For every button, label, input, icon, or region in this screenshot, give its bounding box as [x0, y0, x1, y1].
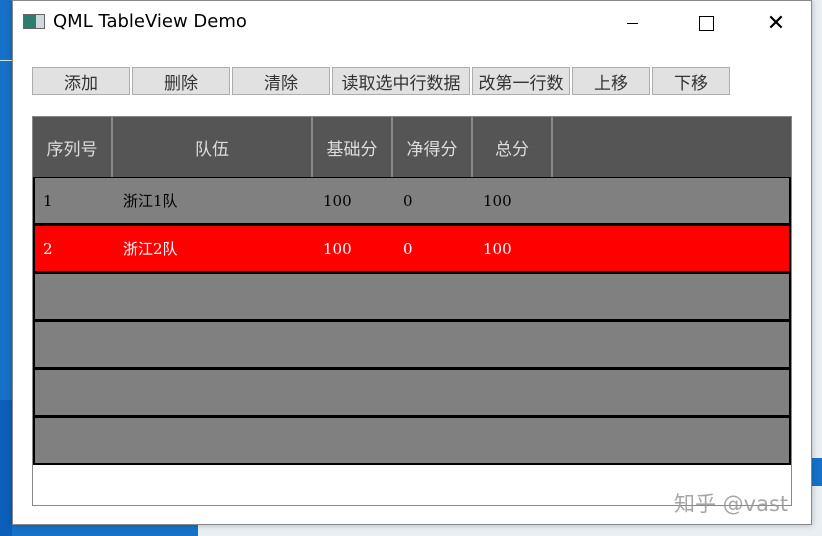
minimize-button[interactable] — [609, 1, 655, 45]
desktop-background — [12, 524, 198, 536]
cell-base: 100 — [323, 191, 352, 210]
minimize-icon — [626, 22, 638, 24]
table-view[interactable]: 序列号 队伍 基础分 净得分 总分 1 浙江1队 100 0 100 2 浙江2… — [32, 116, 792, 506]
empty-row[interactable] — [33, 273, 791, 321]
move-down-button[interactable]: 下移 — [652, 67, 730, 95]
empty-row[interactable] — [33, 417, 791, 465]
app-icon — [23, 14, 45, 29]
desktop-divider — [0, 60, 14, 61]
table-header: 序列号 队伍 基础分 净得分 总分 — [33, 117, 791, 177]
column-header-team[interactable]: 队伍 — [113, 117, 313, 177]
empty-row[interactable] — [33, 321, 791, 369]
column-header-empty — [553, 117, 791, 177]
maximize-button[interactable] — [683, 1, 729, 45]
close-button[interactable]: ✕ — [753, 1, 799, 45]
table-row[interactable]: 1 浙江1队 100 0 100 — [33, 177, 791, 225]
app-window: QML TableView Demo ✕ 添加 删除 清除 读取选中行数据 改第… — [12, 0, 812, 525]
cell-total: 100 — [483, 191, 512, 210]
edit-first-row-button[interactable]: 改第一行数 — [472, 67, 570, 95]
clear-button[interactable]: 清除 — [232, 67, 330, 95]
cell-total: 100 — [483, 239, 512, 258]
add-button[interactable]: 添加 — [32, 67, 130, 95]
read-selected-row-button[interactable]: 读取选中行数据 — [332, 67, 470, 95]
move-up-button[interactable]: 上移 — [572, 67, 650, 95]
column-header-net-score[interactable]: 净得分 — [393, 117, 473, 177]
watermark: 知乎 @vast — [674, 492, 789, 516]
cell-net: 0 — [403, 239, 413, 258]
desktop-background — [0, 400, 14, 536]
cell-team: 浙江1队 — [123, 192, 178, 210]
column-header-total[interactable]: 总分 — [473, 117, 553, 177]
delete-button[interactable]: 删除 — [132, 67, 230, 95]
title-bar[interactable]: QML TableView Demo ✕ — [13, 1, 811, 45]
window-title: QML TableView Demo — [53, 11, 247, 32]
column-header-index[interactable]: 序列号 — [33, 117, 113, 177]
column-header-base-score[interactable]: 基础分 — [313, 117, 393, 177]
table-row-selected[interactable]: 2 浙江2队 100 0 100 — [33, 225, 791, 273]
cell-index: 1 — [43, 191, 53, 210]
empty-row[interactable] — [33, 369, 791, 417]
maximize-icon — [698, 15, 714, 31]
cell-net: 0 — [403, 191, 413, 210]
close-icon: ✕ — [766, 10, 786, 36]
cell-team: 浙江2队 — [123, 240, 178, 258]
cell-index: 2 — [43, 239, 53, 258]
desktop-background — [812, 458, 822, 486]
cell-base: 100 — [323, 239, 352, 258]
